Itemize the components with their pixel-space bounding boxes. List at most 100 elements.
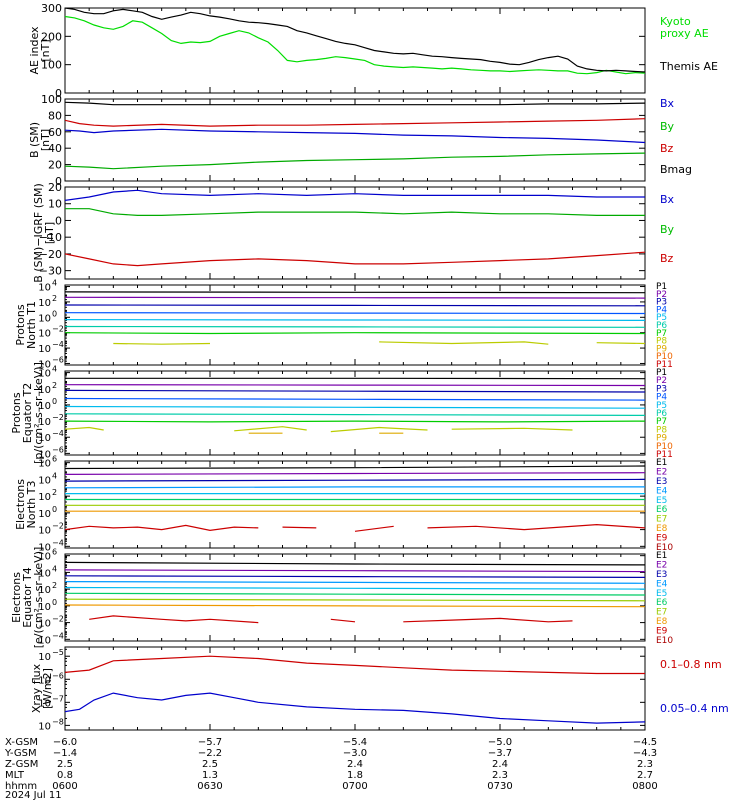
legend-bz: Bz <box>660 252 674 265</box>
legend-e4: E4 <box>656 486 668 496</box>
x-axis-ephemeris: X-GSM −6.0 −5.7 −5.4 −5.0 −4.5 Y-GSM −1.4 −2.2 −3… <box>4 737 658 800</box>
legend-p10: P10 <box>656 352 673 362</box>
x-row-value: 1.8 <box>347 770 363 781</box>
series-line-themis-ae <box>65 8 645 73</box>
legend-e8: E8 <box>656 617 668 627</box>
y-tick-label: 10 <box>38 635 51 646</box>
y-tick-label: 0 <box>55 175 62 188</box>
x-row-value: 0730 <box>487 781 512 792</box>
series-line-e9 <box>89 615 259 624</box>
legend-p1: P1 <box>656 368 667 378</box>
y-axis-label: ElectronsNorth T3 <box>14 479 38 530</box>
y-tick-label: 10 <box>38 385 51 396</box>
y-tick-label: 0 <box>55 87 62 100</box>
panel-frame <box>64 553 646 642</box>
y-tick-exponent: −2 <box>52 615 64 624</box>
legend-p5: P5 <box>656 401 667 411</box>
y-tick-label: 10 <box>38 369 51 380</box>
series-line-p5 <box>65 319 645 321</box>
series-line-p8 <box>234 426 307 432</box>
y-axis-label: B (SM)−IGRF (SM)[nT] <box>32 183 56 283</box>
legend-p11: P11 <box>656 450 673 460</box>
legend-p7: P7 <box>656 417 667 427</box>
y-tick-label: 80 <box>48 109 62 122</box>
y-tick-exponent: 0 <box>52 505 57 514</box>
legend-p9: P9 <box>656 434 667 444</box>
y-tick-label: 10 <box>38 283 51 294</box>
y-tick-exponent: −8 <box>52 717 64 726</box>
legend-bz: Bz <box>660 142 674 155</box>
y-tick-exponent: −2 <box>52 413 64 422</box>
series-group <box>65 8 645 75</box>
series-line-p8 <box>330 426 428 433</box>
y-tick-exponent: −2 <box>52 325 64 334</box>
legend-e7: E7 <box>656 608 667 618</box>
x-row-value: −6.0 <box>53 737 77 748</box>
legend-p4: P4 <box>656 393 667 403</box>
legend-e3: E3 <box>656 477 667 487</box>
y-tick-label: 10 <box>38 698 51 709</box>
y-tick-label: −20 <box>39 248 62 261</box>
series-line-e8 <box>65 604 645 608</box>
y-tick-label: 10 <box>38 492 51 503</box>
legend-e8: E8 <box>656 524 668 534</box>
x-row-value: −2.2 <box>198 748 222 759</box>
y-tick-exponent: −6 <box>52 445 64 454</box>
y-axis-label: ProtonsEquator T2[p/(cm²–s–sr–keV)] <box>10 362 45 464</box>
panel-3: −30 −20 −10 0 10 20B (SM)−IGRF (SM)[nT] Bx By Bz <box>32 181 675 283</box>
series-line-e9 <box>65 524 259 532</box>
series-line-p4 <box>65 312 645 315</box>
y-tick-label: 10 <box>38 475 51 486</box>
panel-frame <box>64 186 646 280</box>
series-line-p8 <box>65 426 104 431</box>
y-tick-label: 10 <box>38 313 51 324</box>
legend-by: By <box>660 120 675 133</box>
legend-p9: P9 <box>656 344 667 354</box>
x-row-value: −1.4 <box>53 748 77 759</box>
legend-by: By <box>660 223 675 236</box>
legend-p5: P5 <box>656 313 667 323</box>
y-tick-exponent: 6 <box>52 455 57 464</box>
y-tick-label: 10 <box>38 359 51 370</box>
series-group <box>65 101 645 170</box>
legend-p2: P2 <box>656 376 667 386</box>
legend-p8: P8 <box>656 425 667 435</box>
y-tick-exponent: −6 <box>52 671 64 680</box>
legend-p10: P10 <box>656 442 673 452</box>
x-row-value: −5.4 <box>343 737 367 748</box>
x-row-value: −3.7 <box>488 748 512 759</box>
y-tick-label: 10 <box>38 449 51 460</box>
legend-e10: E10 <box>656 636 673 646</box>
x-row-value: 2.4 <box>492 759 508 770</box>
series-line-p8 <box>113 342 211 345</box>
series-line-p8 <box>596 342 645 345</box>
x-row-value: 0700 <box>342 781 367 792</box>
y-axis-label: ElectronsEquator T4[e/(cm²–s–sr–keV)] <box>10 547 45 649</box>
legend-e3: E3 <box>656 570 667 580</box>
x-row-value: 2.5 <box>202 759 218 770</box>
series-group <box>65 377 645 434</box>
series-line-e2 <box>65 569 645 573</box>
y-tick-label: 10 <box>38 568 51 579</box>
y-tick-label: 0 <box>55 214 62 227</box>
y-tick-exponent: −4 <box>52 538 64 547</box>
legend-p4: P4 <box>656 305 667 315</box>
legend-p7: P7 <box>656 329 667 339</box>
x-row-value: 0.8 <box>57 770 73 781</box>
y-tick-label: 60 <box>48 126 62 139</box>
x-row-label: hhmm <box>5 781 37 792</box>
y-tick-label: 10 <box>38 401 51 412</box>
series-line-p5 <box>65 405 645 409</box>
panel-2: 0 20 40 60 80 100 B (SM)[nT] Bx By Bz Bmag <box>28 93 692 188</box>
y-tick-label: 10 <box>38 619 51 630</box>
y-axis-label-group: ProtonsNorth T1 <box>14 301 38 349</box>
series-line-e1 <box>65 561 645 566</box>
x-row-label: Z-GSM <box>5 759 38 770</box>
y-tick-label: −30 <box>39 265 62 278</box>
y-tick-exponent: 2 <box>52 581 57 590</box>
series-line-p3 <box>65 389 645 393</box>
y-tick-label: 10 <box>38 526 51 537</box>
